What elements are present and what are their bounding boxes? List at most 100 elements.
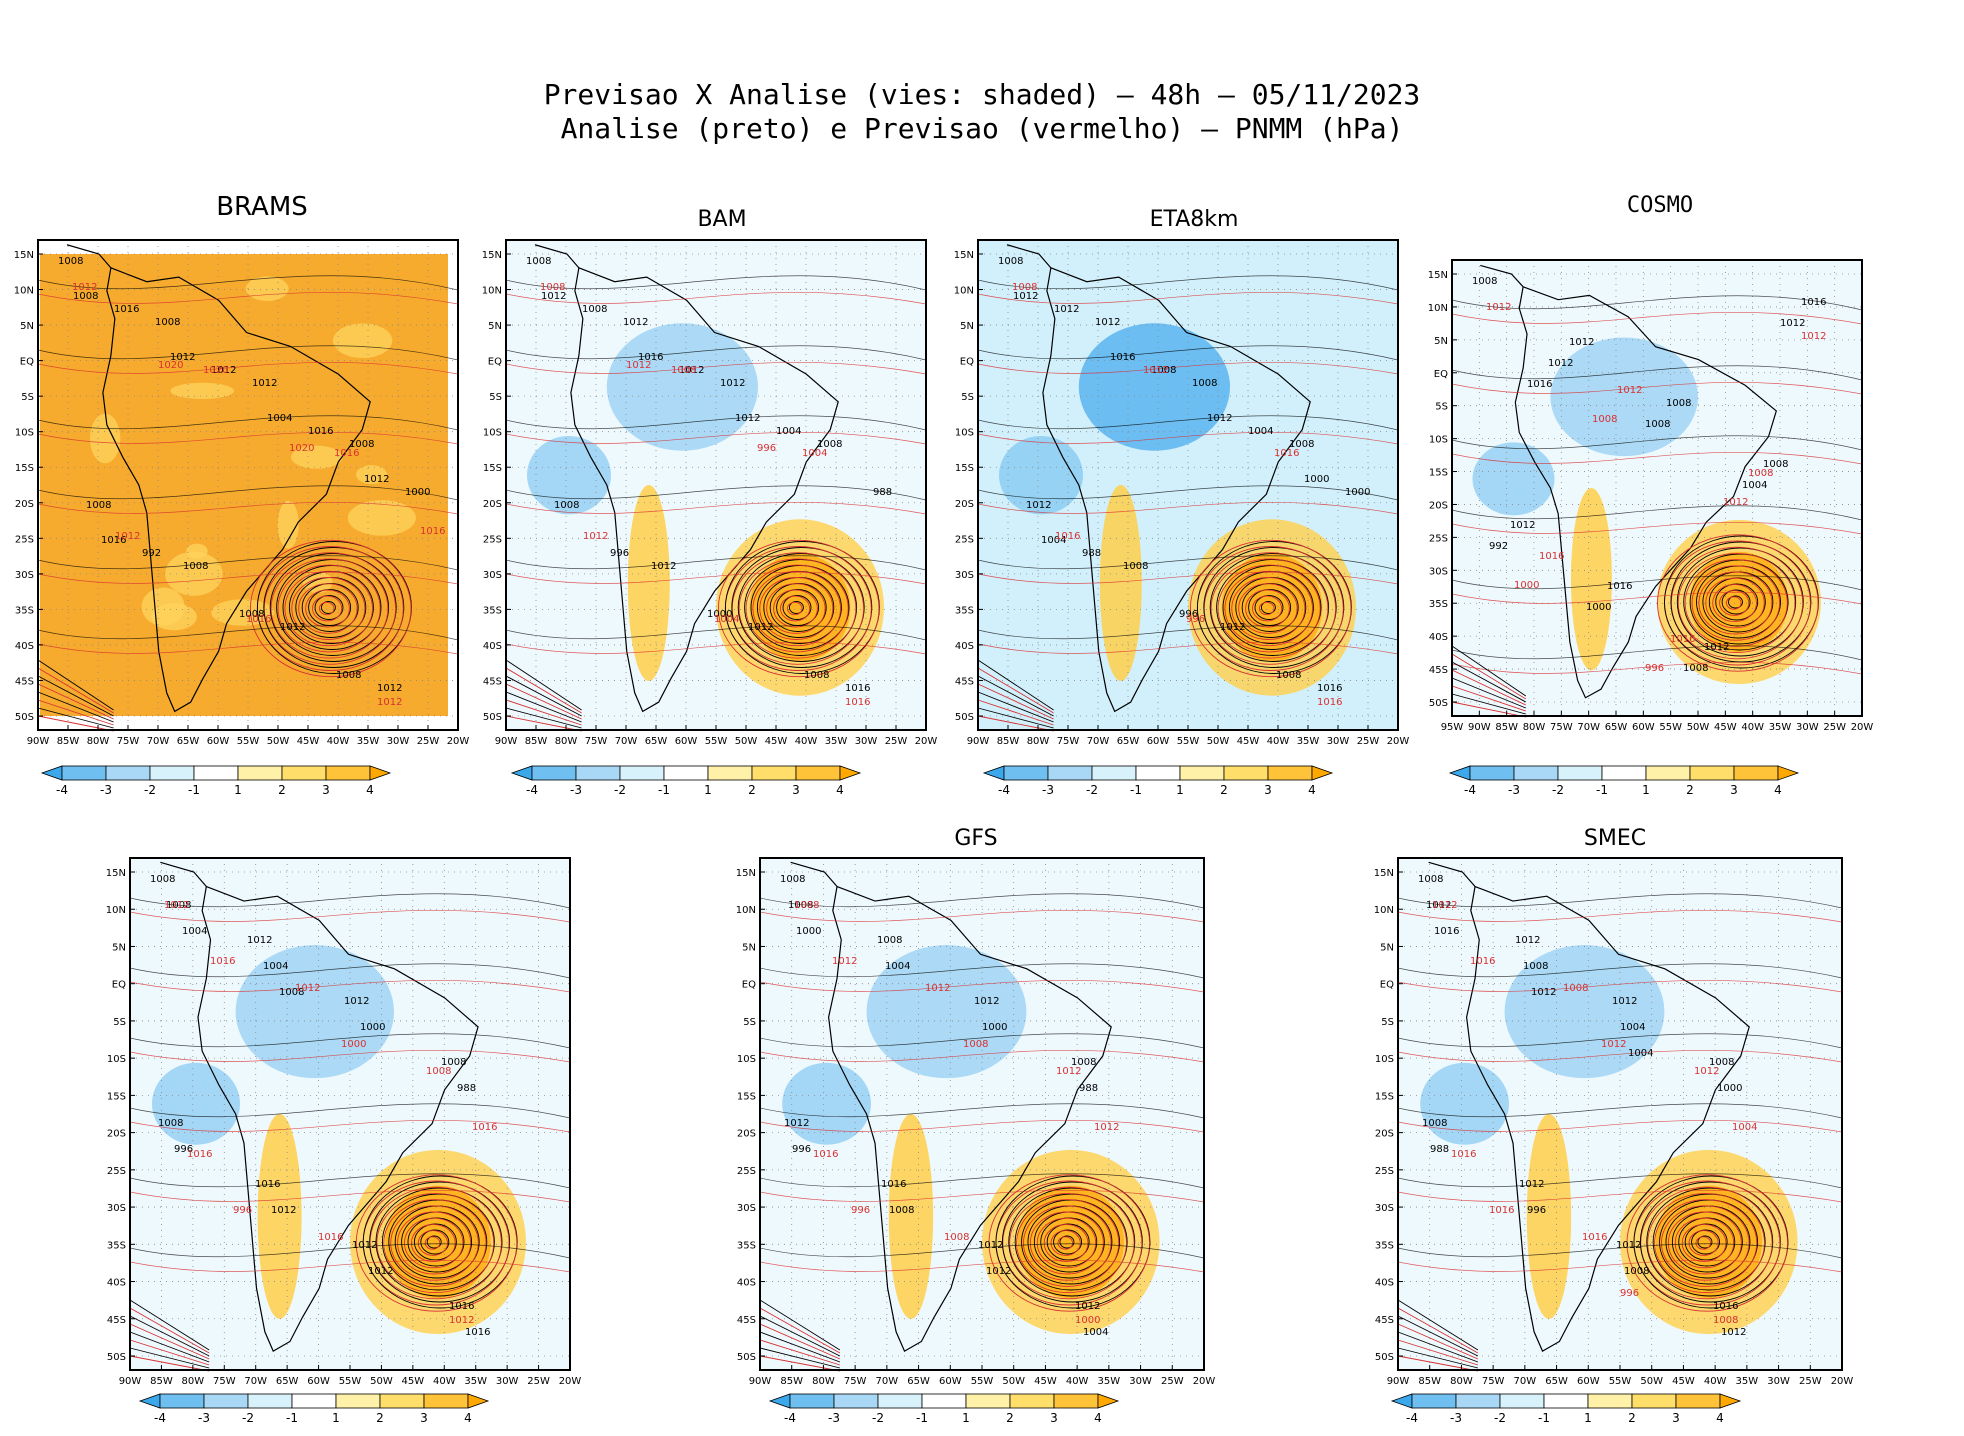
colorbar-arrow-right	[839, 765, 862, 781]
isobar-label-analysis: 1008	[1151, 365, 1176, 376]
isobar-label-analysis: 1016	[255, 1179, 280, 1190]
isobar-label-analysis: 1012	[211, 365, 236, 376]
lat-tick-label: 15N	[1428, 270, 1448, 281]
isobar-label-analysis: 1004	[267, 413, 292, 424]
isobar-label-analysis: 1012	[623, 317, 648, 328]
isobar-analysis	[977, 415, 1399, 431]
isobar-label-analysis: 996	[174, 1144, 193, 1155]
colorbar-arrow-left	[1448, 765, 1471, 781]
isobar-label-analysis: 992	[142, 548, 161, 559]
central-america-coastline	[1428, 861, 1476, 887]
isobar-label-forecast: 1012	[449, 1315, 474, 1326]
lat-tick-label: 35S	[1375, 1240, 1394, 1251]
lon-tick-label: 90W	[967, 736, 990, 747]
isobar-label-forecast: 1012	[1432, 900, 1457, 911]
colorbar-label: -1	[1130, 783, 1142, 797]
lon-tick-label: 80W	[182, 1376, 205, 1387]
isobar-label-analysis: 1012	[1075, 1301, 1100, 1312]
bias-patch	[302, 571, 333, 594]
colorbar-label: 1	[332, 1411, 340, 1425]
isobar-label-analysis: 1008	[1071, 1057, 1096, 1068]
lat-tick-label: 50S	[107, 1352, 126, 1363]
isobar-forecast	[1397, 1119, 1843, 1133]
bias-patch	[277, 500, 299, 549]
isobar-analysis	[1397, 1033, 1843, 1049]
isobar-sw	[759, 1355, 841, 1372]
broad-isobars	[1451, 295, 1863, 675]
colorbar-label: -1	[188, 783, 200, 797]
isobar-forecast	[505, 641, 927, 655]
lon-tick-label: 35W	[464, 1376, 487, 1387]
isobar-analysis	[977, 625, 1399, 641]
isobar-analysis	[505, 485, 927, 501]
lon-tick-label: 75W	[1057, 736, 1080, 747]
colorbar-label: 2	[376, 1411, 384, 1425]
isobar-label-analysis: 1016	[1527, 379, 1552, 390]
lon-tick-label: 20W	[447, 736, 470, 747]
lon-tick-label: 70W	[1514, 1376, 1537, 1387]
colorbar-label: 1	[962, 1411, 970, 1425]
colorbar-segment	[1411, 1393, 1457, 1409]
isobar-label-analysis: 1008	[58, 256, 83, 267]
lon-tick-label: 30W	[1796, 722, 1819, 733]
colorbar-label: -2	[872, 1411, 884, 1425]
lon-tick-label: 65W	[645, 736, 668, 747]
lon-tick-label: 70W	[615, 736, 638, 747]
isobar-forecast	[291, 577, 366, 640]
isobar-label-forecast: 1016	[813, 1149, 838, 1160]
isobar-forecast	[759, 1049, 1205, 1063]
isobar-forecast	[1451, 592, 1863, 605]
isobar-label-forecast: 1016	[1539, 551, 1564, 562]
isobar-analysis	[788, 601, 804, 614]
lat-axis: 15N 10N 5N EQ 5S 10S 15S 20S 25S 30S 35S 40S 45S 50S	[736, 868, 765, 1363]
colorbar-label: -3	[1042, 783, 1054, 797]
isobar-sw	[759, 1315, 841, 1357]
colorbar-label: -2	[242, 1411, 254, 1425]
isobar-label-analysis: 1008	[239, 609, 264, 620]
isobar-label-forecast: 1004	[802, 448, 827, 459]
isobar-forecast	[383, 1199, 487, 1287]
isobar-sw	[1451, 669, 1526, 706]
isobar-forecast	[129, 979, 571, 993]
isobar-analysis	[977, 275, 1399, 291]
colorbar-label: 1	[1642, 783, 1650, 797]
isobar-label-forecast: 1016	[845, 697, 870, 708]
isobar-label-analysis: 1008	[889, 1205, 914, 1216]
isobar-label-forecast: 1004	[1732, 1122, 1757, 1133]
isobar-label-analysis: 1012	[1780, 318, 1805, 329]
isobar-forecast	[417, 1230, 448, 1256]
lat-tick-label: 35S	[955, 605, 974, 616]
isobar-forecast	[129, 1259, 571, 1273]
lat-tick-label: 15N	[106, 868, 126, 879]
isobar-forecast	[1397, 1189, 1843, 1203]
south-america-coastline	[570, 267, 839, 713]
lat-tick-label: 30S	[1429, 566, 1448, 577]
isobar-forecast	[738, 558, 857, 659]
isobar-label-analysis: 1004	[263, 961, 288, 972]
isobar-analysis	[744, 559, 858, 656]
bias-positive-andes	[1099, 485, 1142, 681]
cyclone-isobars	[1189, 539, 1352, 678]
isobar-label-forecast: 1000	[1075, 1315, 1100, 1326]
map-panel-smec: 1008101210121008100810121012101610121008…	[1374, 857, 1853, 1387]
isobar-label-forecast: 996	[851, 1205, 870, 1216]
isobar-analysis	[1397, 1173, 1843, 1189]
lon-tick-label: 55W	[971, 1376, 994, 1387]
isobar-sw	[1397, 1323, 1479, 1360]
isobar-analysis	[1721, 589, 1751, 615]
isobar-analysis	[1014, 1193, 1128, 1291]
colorbar-segment	[1601, 765, 1647, 781]
isobar-forecast	[1043, 1223, 1089, 1263]
isobar-analysis	[269, 553, 397, 662]
isobar-sw	[37, 699, 114, 726]
isobar-analysis	[1209, 553, 1337, 662]
isobar-label-analysis: 1016	[845, 683, 870, 694]
lat-tick-label: 25S	[15, 534, 34, 545]
isobar-label-analysis: 1008	[279, 987, 304, 998]
lat-tick-label: 10N	[106, 905, 126, 916]
lat-tick-label: 10S	[15, 428, 34, 439]
isobar-forecast	[37, 291, 459, 305]
lon-tick-label: 80W	[1450, 1376, 1473, 1387]
isobar-sw	[977, 691, 1054, 723]
isobar-label-forecast: 1016	[318, 1232, 343, 1243]
